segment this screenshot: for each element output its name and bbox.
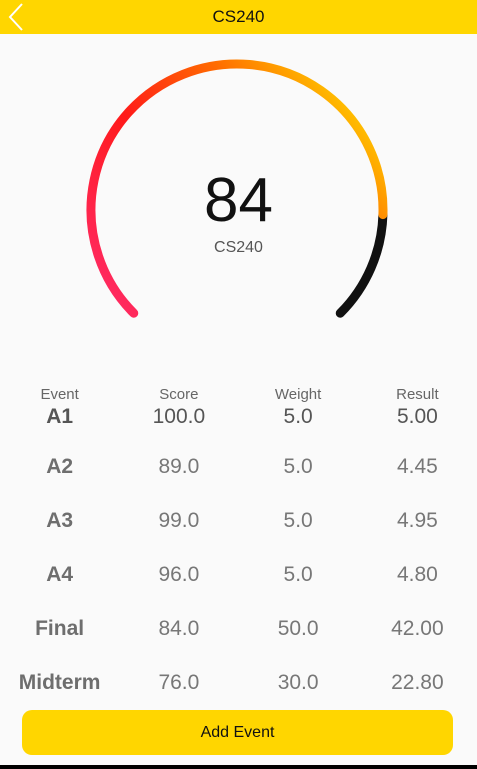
table-row[interactable]: Midterm 76.0 30.0 22.80 — [0, 670, 477, 724]
event-score: 76.0 — [158, 671, 200, 694]
event-score: 84.0 — [158, 617, 200, 640]
event-result: 22.80 — [391, 671, 444, 694]
event-result: 4.80 — [396, 563, 438, 586]
column-header-event: Event — [40, 386, 79, 403]
event-weight: 30.0 — [277, 671, 319, 694]
event-result: 5.00 — [396, 405, 438, 428]
table-row[interactable]: A1 100.0 5.0 5.00 — [0, 404, 477, 454]
add-event-button[interactable]: Add Event — [22, 710, 453, 755]
event-result: 42.00 — [391, 617, 444, 640]
back-button[interactable] — [0, 0, 34, 34]
table-header: Event Score Weight Result — [0, 386, 477, 404]
chevron-left-icon — [8, 3, 23, 31]
grade-gauge: 84 CS240 — [0, 40, 477, 340]
score-value: 84 — [204, 166, 273, 235]
top-app-bar: CS240 — [0, 0, 477, 34]
event-weight: 5.0 — [283, 563, 313, 586]
event-weight: 5.0 — [283, 455, 313, 478]
event-name: A1 — [46, 405, 74, 428]
event-score: 100.0 — [152, 405, 206, 428]
event-weight: 50.0 — [277, 617, 319, 640]
column-header-score: Score — [159, 386, 199, 403]
table-row[interactable]: A3 99.0 5.0 4.95 — [0, 508, 477, 562]
event-score: 89.0 — [158, 455, 200, 478]
event-name: Final — [35, 617, 85, 640]
page-title: CS240 — [212, 7, 265, 26]
column-header-weight: Weight — [274, 386, 322, 403]
grade-table: Event Score Weight Result A1 100.0 5.0 5… — [0, 386, 477, 724]
event-name: A4 — [46, 563, 74, 586]
bottom-divider — [0, 765, 477, 769]
event-score: 99.0 — [158, 509, 200, 532]
column-header-result: Result — [396, 386, 439, 403]
table-row[interactable]: A4 96.0 5.0 4.80 — [0, 562, 477, 616]
event-result: 4.45 — [396, 455, 438, 478]
gauge-arc — [86, 59, 388, 318]
event-score: 96.0 — [158, 563, 200, 586]
event-result: 4.95 — [396, 509, 438, 532]
table-row[interactable]: A2 89.0 5.0 4.45 — [0, 454, 477, 508]
table-row[interactable]: Final 84.0 50.0 42.00 — [0, 616, 477, 670]
event-name: Midterm — [18, 671, 101, 694]
score-label: CS240 — [214, 239, 263, 256]
gauge-fill — [86, 59, 388, 318]
event-name: A3 — [46, 509, 74, 532]
gauge-track — [335, 210, 388, 318]
event-weight: 5.0 — [283, 405, 313, 428]
event-weight: 5.0 — [283, 509, 313, 532]
event-name: A2 — [46, 455, 74, 478]
